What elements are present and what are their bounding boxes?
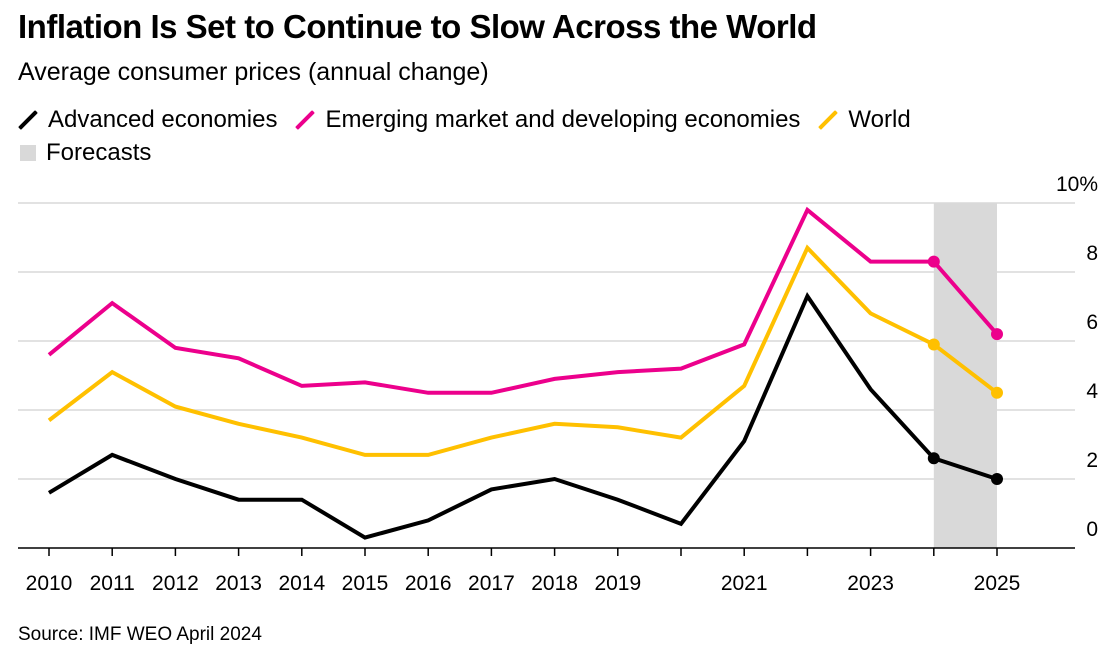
x-tick-label: 2011 (90, 572, 135, 595)
series-line-0 (47, 291, 998, 540)
series-line-1 (47, 206, 999, 395)
forecast-point-0 (991, 473, 1003, 485)
y-tick-label: 4 (1086, 380, 1098, 403)
legend-label-forecast: Forecasts (46, 138, 152, 166)
series-line-2 (47, 244, 999, 457)
x-tick-label: 2021 (721, 572, 768, 595)
forecast-point-1 (927, 255, 940, 268)
forecast-point-2 (927, 338, 940, 351)
legend-label-world: World (848, 105, 911, 133)
legend-item-emerging: Emerging market and developing economies (295, 106, 800, 134)
chart-subtitle: Average consumer prices (annual change) (18, 58, 489, 86)
x-tick-label: 2015 (342, 572, 389, 595)
legend-row-series: Advanced economies Emerging market and d… (18, 103, 1098, 136)
y-tick-label: 0 (1086, 518, 1098, 541)
x-tick-label: 2010 (26, 572, 73, 595)
x-tick-label: 2023 (847, 572, 894, 595)
legend-item-forecast: Forecasts (18, 139, 151, 167)
x-tick-label: 2017 (468, 572, 515, 595)
legend-swatch-forecast (20, 144, 36, 161)
y-tick-label: 6 (1086, 311, 1098, 334)
legend: Advanced economies Emerging market and d… (18, 103, 1098, 169)
y-tick-label: 10% (1056, 173, 1098, 196)
source-note: Source: IMF WEO April 2024 (18, 624, 262, 645)
forecast-band (933, 203, 997, 548)
x-tick-label: 2018 (531, 572, 578, 595)
y-tick-label: 2 (1086, 449, 1098, 472)
chart-title: Inflation Is Set to Continue to Slow Acr… (18, 8, 817, 45)
x-tick-label: 2014 (278, 572, 325, 595)
legend-row-forecast: Forecasts (18, 136, 1098, 169)
x-tick-label: 2016 (405, 572, 452, 595)
forecast-point-2 (991, 386, 1003, 399)
forecast-point-1 (991, 328, 1003, 341)
x-tick-label: 2025 (974, 572, 1021, 595)
legend-item-advanced: Advanced economies (18, 106, 277, 134)
x-tick-label: 2012 (152, 572, 199, 595)
forecast-point-0 (927, 452, 940, 465)
x-tick-label: 2019 (594, 572, 641, 595)
legend-label-advanced: Advanced economies (48, 105, 278, 133)
x-tick-label: 2013 (215, 572, 262, 595)
y-tick-label: 8 (1086, 242, 1098, 265)
legend-item-world: World (818, 106, 910, 134)
legend-label-emerging: Emerging market and developing economies (325, 105, 801, 133)
